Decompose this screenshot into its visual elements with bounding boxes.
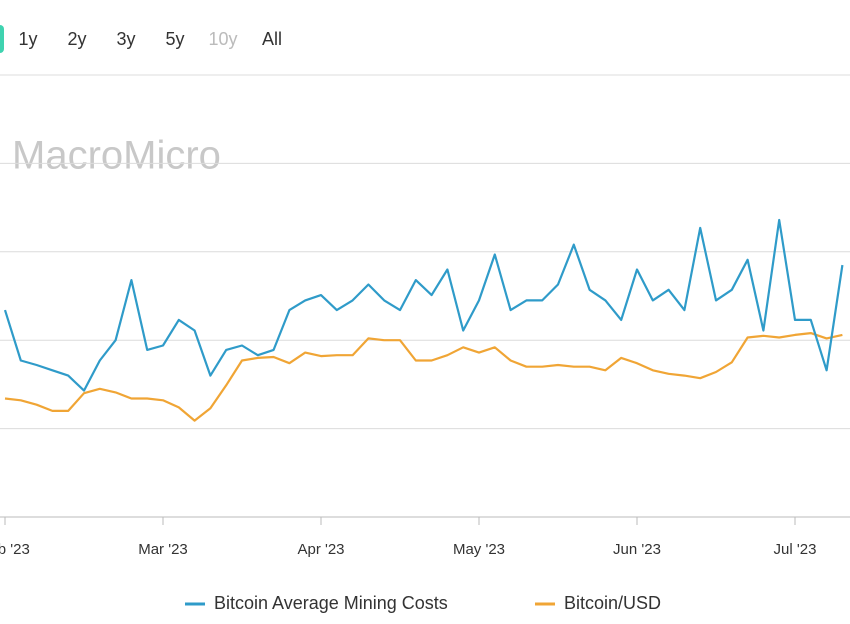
legend-label[interactable]: Bitcoin Average Mining Costs [214,593,448,613]
range-button[interactable]: 2y [67,29,86,49]
x-tick-label: Mar '23 [138,541,188,558]
series-line [3,218,844,392]
x-tick-label: Apr '23 [297,541,344,558]
active-range-button[interactable] [0,25,4,53]
legend-label[interactable]: Bitcoin/USD [564,593,661,613]
range-button[interactable]: 10y [208,29,237,49]
range-button[interactable]: 3y [116,29,135,49]
x-tick-label: Feb '23 [0,541,30,558]
watermark: MacroMicro [12,134,221,178]
x-tick-label: May '23 [453,541,505,558]
range-button[interactable]: 5y [165,29,184,49]
x-tick-label: Jun '23 [613,541,661,558]
range-button[interactable]: 1y [18,29,37,49]
series-line [4,332,843,422]
range-button[interactable]: All [262,29,282,49]
x-tick-label: Jul '23 [774,541,817,558]
